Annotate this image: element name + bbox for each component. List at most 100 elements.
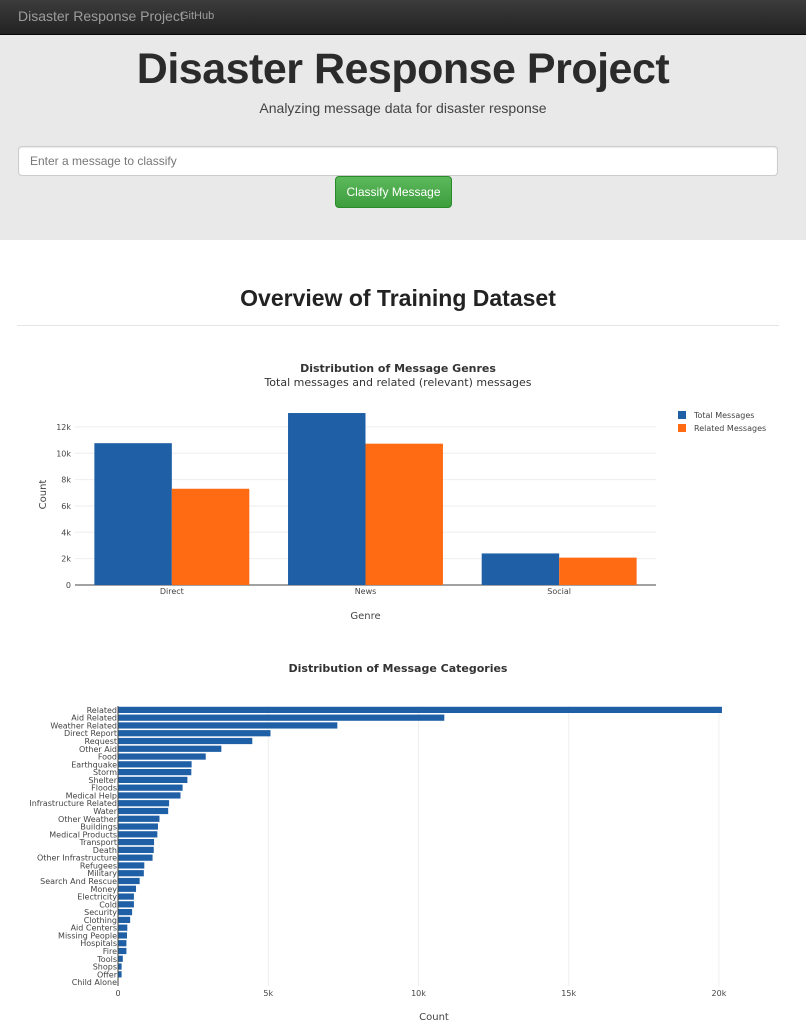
divider [17, 325, 779, 326]
bar [118, 714, 445, 721]
section-title: Overview of Training Dataset [240, 285, 556, 311]
navbar-brand[interactable]: Disaster Response Project [18, 8, 184, 24]
y-tick-label: Security [84, 908, 117, 917]
bar [118, 792, 181, 799]
bar [118, 947, 127, 955]
page-title: Disaster Response Project [136, 45, 670, 93]
bar [118, 932, 128, 939]
bar [94, 443, 172, 585]
y-tick-label: Weather Related [50, 721, 117, 730]
y-tick-label: Child Alone [72, 978, 117, 987]
bar [118, 706, 722, 713]
y-tick-label: Medical Products [49, 830, 117, 839]
y-tick-label: Other Weather [58, 815, 118, 824]
y-tick-label: 0 [66, 581, 71, 590]
y-tick-label: Floods [91, 784, 117, 793]
legend-swatch [678, 411, 686, 419]
bar [118, 924, 128, 931]
y-tick-label: Refugees [80, 861, 117, 870]
legend-label: Related Messages [694, 424, 766, 433]
y-tick-label: Transport [78, 838, 117, 847]
x-tick-label: News [355, 587, 377, 596]
bar [118, 846, 154, 853]
y-tick-label: 6k [61, 502, 71, 511]
chart-title: Distribution of Message Categories [289, 662, 508, 675]
y-tick-label: Shelter [88, 776, 117, 785]
y-tick-label: Food [98, 753, 117, 762]
bar [118, 877, 140, 885]
bar [118, 807, 169, 815]
y-tick-label: 4k [61, 528, 71, 537]
y-tick-label: Related [87, 706, 117, 715]
y-tick-label: Cold [99, 900, 117, 909]
y-tick-label: Infrastructure Related [29, 799, 117, 808]
legend-label: Total Messages [693, 411, 754, 420]
y-tick-label: 12k [56, 423, 71, 432]
navbar: Disaster Response Project GitHub [0, 0, 806, 35]
x-tick-label: 5k [263, 989, 273, 998]
y-tick-label: 10k [56, 449, 71, 458]
bar [118, 823, 158, 830]
bar [118, 909, 133, 916]
y-tick-label: Electricity [77, 893, 117, 902]
y-tick-label: Direct Report [64, 729, 117, 738]
y-tick-label: Other Aid [79, 745, 117, 754]
y-tick-label: Hospitals [80, 939, 117, 948]
category-chart: Distribution of Message Categories 0 5k 10k… [29, 662, 727, 1023]
y-tick-label: Buildings [80, 823, 117, 832]
bar [118, 963, 122, 970]
bar [118, 870, 144, 877]
y-tick-label: Search And Rescue [40, 877, 117, 886]
bar [559, 557, 637, 585]
chart-subtitle: Total messages and related (relevant) me… [263, 376, 531, 389]
y-tick-label: 8k [61, 476, 71, 485]
bar [118, 722, 338, 729]
bar [118, 854, 153, 861]
y-tick-label: Shops [93, 963, 117, 972]
bar [118, 955, 123, 962]
bar [171, 488, 250, 585]
y-tick-label: Offer [97, 970, 118, 979]
bar [118, 745, 222, 752]
bar [118, 839, 155, 846]
y-tick-label: Military [87, 869, 117, 878]
y-tick-label: Earthquake [71, 760, 117, 769]
bar [118, 753, 206, 760]
bar [118, 971, 122, 978]
y-tick-label: Missing People [58, 931, 117, 940]
y-tick-label: Death [93, 846, 117, 855]
x-tick-label: Direct [160, 587, 184, 596]
legend-swatch [678, 424, 686, 432]
bar [118, 862, 145, 869]
y-tick-label: Aid Related [71, 714, 117, 723]
y-tick-label: Request [85, 737, 118, 746]
bar [288, 413, 366, 585]
bar [118, 769, 192, 776]
bar [118, 831, 158, 838]
x-tick-label: 10k [411, 989, 426, 998]
bar [118, 901, 134, 908]
bar [118, 815, 160, 822]
chart-title: Distribution of Message Genres [300, 362, 496, 375]
y-tick-label: Medical Help [66, 791, 117, 800]
bar [118, 800, 170, 807]
bar [118, 784, 183, 791]
x-tick-label: 20k [712, 989, 727, 998]
y-tick-label: Aid Centers [71, 924, 117, 933]
bar [118, 885, 137, 892]
x-tick-label: Social [547, 587, 571, 596]
y-tick-label: Clothing [84, 916, 117, 925]
x-axis-label: Genre [350, 611, 380, 622]
y-tick-label: Other Infrastructure [37, 854, 117, 863]
bar [118, 761, 192, 768]
bar [118, 916, 131, 923]
classify-button[interactable]: Classify Message [335, 176, 452, 208]
nav-link-github[interactable]: GitHub [180, 10, 215, 22]
bar [118, 776, 188, 783]
bar [481, 553, 560, 585]
y-axis-label: Count [38, 480, 49, 510]
bar [118, 940, 127, 947]
message-input[interactable] [18, 146, 778, 176]
bar [365, 443, 443, 585]
